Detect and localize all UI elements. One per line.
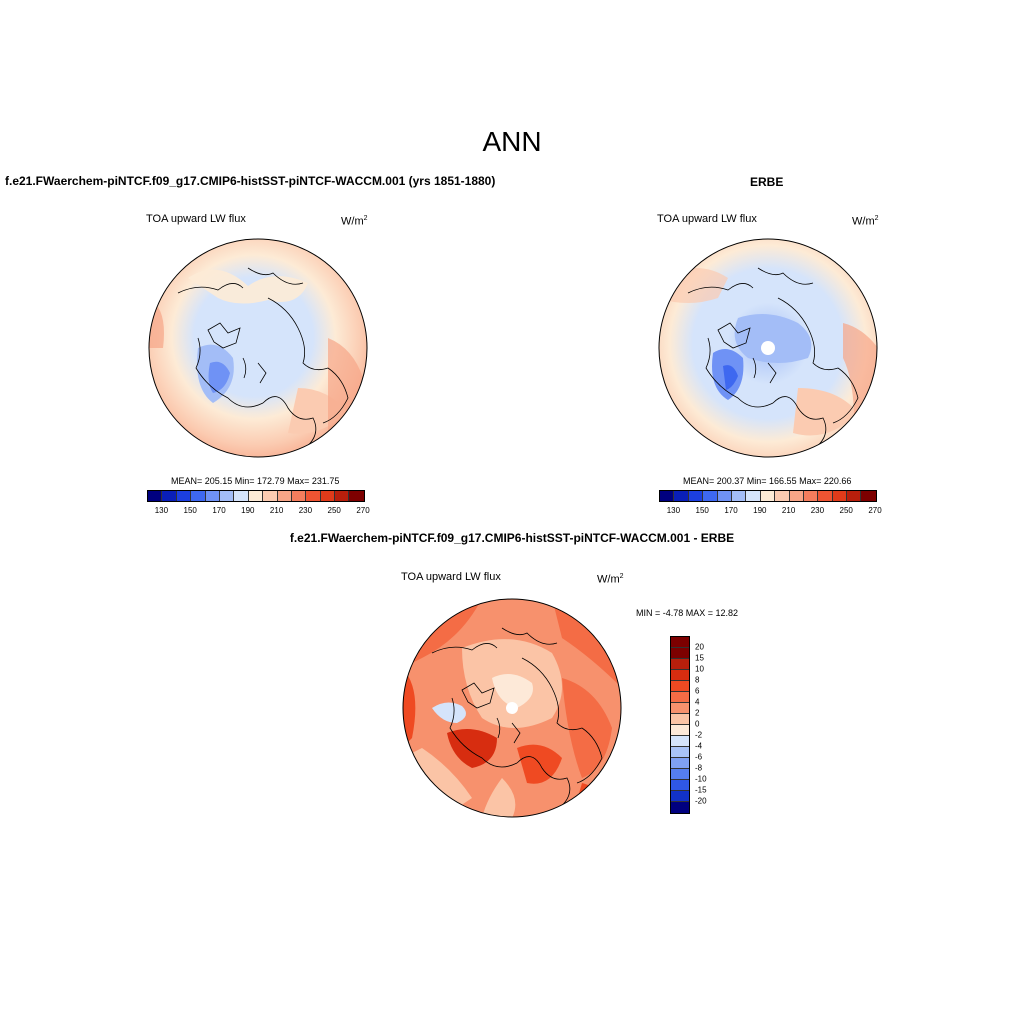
diff-polar-map [402,598,622,818]
obs-variable-label: TOA upward LW flux [657,213,757,225]
colorbar-tick-label: -2 [695,730,703,740]
colorbar-cell [148,491,163,501]
colorbar-cell [320,491,336,501]
colorbar-cell [671,747,689,758]
colorbar-cell [248,491,264,501]
colorbar-cell [671,659,689,670]
colorbar-cell [671,725,689,736]
colorbar-tick-label: 20 [695,642,704,652]
obs-stats: MEAN= 200.37 Min= 166.55 Max= 220.66 [683,476,852,486]
colorbar-tick-label: 150 [695,506,709,515]
colorbar-tick-label: 170 [212,506,226,515]
colorbar-cell [688,491,704,501]
main-title: ANN [482,126,542,157]
colorbar-tick-label: -15 [695,785,707,795]
colorbar-cell [176,491,192,501]
colorbar-cell [234,491,249,501]
colorbar-cell [832,491,848,501]
model-polar-map [148,238,368,458]
model-variable-label: TOA upward LW flux [146,213,246,225]
model-stats: MEAN= 205.15 Min= 172.79 Max= 231.75 [171,476,340,486]
obs-colorbar [659,490,877,502]
diff-panel-title: f.e21.FWaerchem-piNTCF.f09_g17.CMIP6-his… [289,531,735,545]
colorbar-cell [731,491,747,501]
colorbar-tick-label: -8 [695,763,703,773]
colorbar-cell [671,637,689,648]
colorbar-tick-label: 150 [183,506,197,515]
colorbar-cell [789,491,804,501]
colorbar-tick-label: 170 [724,506,738,515]
colorbar-tick-label: -20 [695,796,707,806]
model-colorbar-labels: 130 150 170 190 210 230 250 270 [147,506,370,516]
colorbar-cell [306,491,321,501]
colorbar-cell [671,692,689,703]
colorbar-tick-label: 15 [695,653,704,663]
colorbar-cell [671,791,689,802]
colorbar-cell [717,491,732,501]
colorbar-tick-label: 250 [327,506,341,515]
colorbar-cell [219,491,235,501]
colorbar-cell [847,491,862,501]
obs-units-label: W/m2 [852,215,879,228]
colorbar-tick-label: 270 [868,506,882,515]
colorbar-cell [205,491,220,501]
colorbar-tick-label: 4 [695,697,700,707]
model-units-label: W/m2 [341,215,368,228]
colorbar-cell [671,670,689,681]
colorbar-cell [335,491,350,501]
colorbar-tick-label: 230 [298,506,313,515]
diff-colorbar-labels: 20 15 10 8 6 4 2 0 -2 -4 -6 -8 -10 -15 -20 [695,636,735,816]
colorbar-tick-label: 250 [839,506,853,515]
colorbar-tick-label: 270 [356,506,370,515]
colorbar-cell [671,769,689,780]
colorbar-tick-label: 10 [695,664,704,674]
colorbar-cell [674,491,689,501]
colorbar-cell [191,491,206,501]
colorbar-tick-label: 230 [810,506,825,515]
diff-variable-label: TOA upward LW flux [401,571,501,583]
colorbar-cell [263,491,278,501]
obs-polar-map [658,238,878,458]
colorbar-tick-label: 130 [666,506,681,515]
colorbar-tick-label: 8 [695,675,700,685]
obs-panel-title: ERBE [750,175,784,189]
colorbar-cell [746,491,761,501]
colorbar-cell [760,491,776,501]
diff-units-label: W/m2 [597,573,624,586]
colorbar-cell [671,703,689,714]
colorbar-cell [349,491,364,501]
colorbar-cell [291,491,307,501]
colorbar-cell [671,648,689,659]
colorbar-cell [660,491,675,501]
colorbar-tick-label: -10 [695,774,707,784]
colorbar-tick-label: 2 [695,708,700,718]
colorbar-cell [861,491,876,501]
colorbar-tick-label: 0 [695,719,700,729]
diff-colorbar [670,636,690,814]
colorbar-tick-label: 210 [269,506,284,515]
colorbar-cell [671,736,689,747]
colorbar-cell [671,802,689,813]
obs-colorbar-labels: 130 150 170 190 210 230 250 270 [659,506,882,516]
colorbar-cell [671,758,689,769]
colorbar-tick-label: -6 [695,752,703,762]
colorbar-cell [671,714,689,725]
colorbar-cell [671,681,689,692]
colorbar-cell [775,491,790,501]
model-panel-title: f.e21.FWaerchem-piNTCF.f09_g17.CMIP6-his… [5,174,496,188]
colorbar-tick-label: 6 [695,686,700,696]
colorbar-cell [803,491,819,501]
colorbar-tick-label: 190 [241,506,255,515]
model-colorbar [147,490,365,502]
colorbar-cell [671,780,689,791]
colorbar-cell [703,491,718,501]
colorbar-tick-label: 130 [154,506,169,515]
colorbar-tick-label: 190 [753,506,767,515]
colorbar-tick-label: -4 [695,741,703,751]
colorbar-cell [818,491,833,501]
diff-stats: MIN = -4.78 MAX = 12.82 [636,608,739,618]
colorbar-cell [162,491,177,501]
colorbar-tick-label: 210 [781,506,796,515]
colorbar-cell [277,491,292,501]
